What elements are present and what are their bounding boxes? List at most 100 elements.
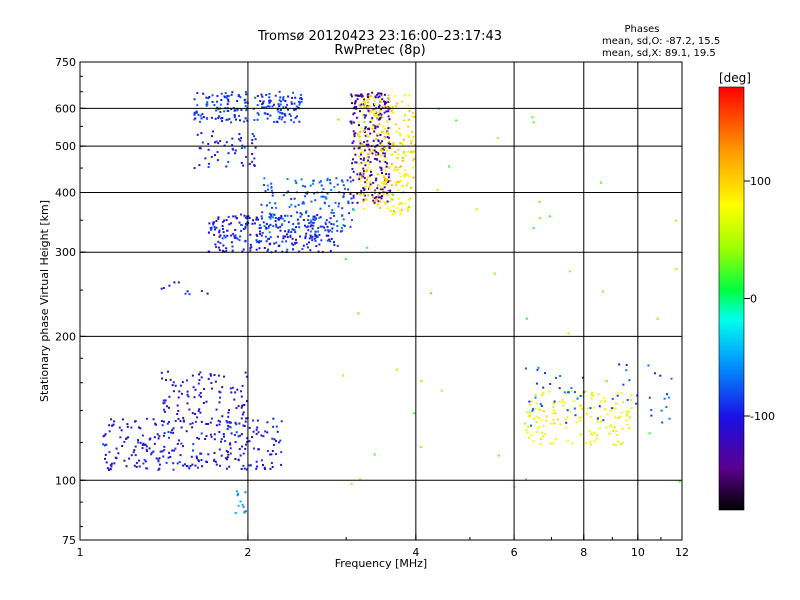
- data-point: [588, 429, 591, 432]
- data-point: [327, 234, 330, 237]
- data-point: [244, 491, 247, 494]
- data-point: [146, 417, 149, 420]
- data-point: [254, 138, 257, 141]
- data-point: [357, 134, 360, 137]
- data-point: [398, 172, 401, 175]
- data-point: [261, 231, 264, 234]
- data-point: [528, 436, 531, 439]
- data-point: [554, 412, 557, 415]
- data-point: [381, 98, 384, 101]
- data-point: [354, 132, 357, 135]
- data-point: [372, 199, 375, 202]
- data-point: [397, 197, 400, 200]
- data-point: [221, 415, 224, 418]
- data-point: [254, 96, 257, 99]
- data-point: [217, 108, 220, 111]
- data-point: [137, 441, 140, 444]
- data-point: [360, 93, 363, 96]
- data-point: [548, 390, 551, 393]
- data-point: [134, 445, 137, 448]
- data-point: [211, 135, 213, 138]
- data-point: [377, 140, 380, 143]
- data-point: [234, 149, 237, 152]
- data-point: [570, 390, 573, 393]
- data-point: [390, 197, 392, 200]
- data-point: [628, 416, 631, 419]
- data-point: [109, 464, 112, 467]
- data-point: [300, 178, 303, 181]
- data-point: [404, 154, 407, 157]
- data-point: [230, 391, 233, 394]
- data-point: [297, 100, 300, 103]
- data-point: [390, 184, 393, 187]
- data-point: [242, 452, 245, 455]
- data-point: [387, 176, 390, 179]
- data-point: [380, 114, 383, 117]
- data-point: [274, 250, 277, 252]
- data-point: [377, 200, 380, 203]
- data-point: [363, 161, 366, 164]
- data-point: [300, 100, 303, 103]
- data-point: [267, 227, 270, 229]
- data-point: [599, 400, 602, 403]
- data-point: [377, 173, 379, 176]
- data-point: [525, 478, 527, 481]
- data-point: [376, 114, 379, 117]
- data-point: [532, 227, 535, 230]
- data-point: [312, 215, 315, 218]
- data-point: [320, 184, 323, 187]
- data-point: [218, 231, 221, 234]
- data-point: [273, 438, 276, 441]
- data-point: [306, 225, 309, 228]
- data-point: [298, 103, 301, 106]
- data-point: [309, 184, 312, 187]
- data-point: [263, 177, 266, 180]
- data-point: [211, 417, 213, 420]
- data-point: [168, 406, 170, 409]
- data-point: [359, 139, 361, 142]
- data-point: [362, 159, 365, 162]
- data-point: [215, 109, 218, 112]
- data-point: [407, 207, 409, 209]
- data-point: [195, 455, 198, 458]
- data-point: [610, 410, 613, 413]
- data-point: [260, 203, 263, 206]
- data-point: [398, 203, 401, 206]
- data-point: [675, 268, 678, 270]
- data-point: [143, 458, 146, 461]
- data-point: [406, 174, 409, 177]
- data-point: [208, 162, 210, 165]
- data-point: [304, 195, 306, 198]
- data-point: [327, 230, 330, 233]
- data-point: [580, 416, 583, 419]
- data-point: [248, 163, 251, 165]
- data-point: [227, 411, 230, 414]
- data-point: [315, 234, 318, 237]
- data-point: [539, 438, 542, 441]
- data-point: [354, 94, 357, 97]
- data-point: [270, 453, 273, 456]
- data-point: [323, 201, 326, 204]
- data-point: [602, 419, 605, 422]
- data-point: [374, 111, 377, 113]
- data-point: [386, 149, 389, 152]
- data-point: [317, 230, 320, 233]
- data-point: [168, 451, 171, 454]
- data-point: [525, 367, 527, 370]
- data-point: [331, 230, 334, 233]
- data-point: [185, 465, 188, 467]
- data-point: [233, 109, 236, 112]
- data-point: [207, 97, 210, 100]
- data-point: [137, 439, 139, 442]
- data-point: [363, 141, 366, 144]
- data-point: [110, 418, 113, 421]
- data-point: [369, 168, 372, 171]
- data-point: [205, 116, 208, 119]
- data-point: [231, 144, 234, 147]
- data-point: [211, 94, 214, 97]
- data-point: [108, 469, 110, 471]
- data-point: [226, 458, 228, 461]
- data-point: [162, 287, 165, 289]
- x-axis-label: Frequency [MHz]: [335, 557, 427, 570]
- data-point: [339, 230, 342, 233]
